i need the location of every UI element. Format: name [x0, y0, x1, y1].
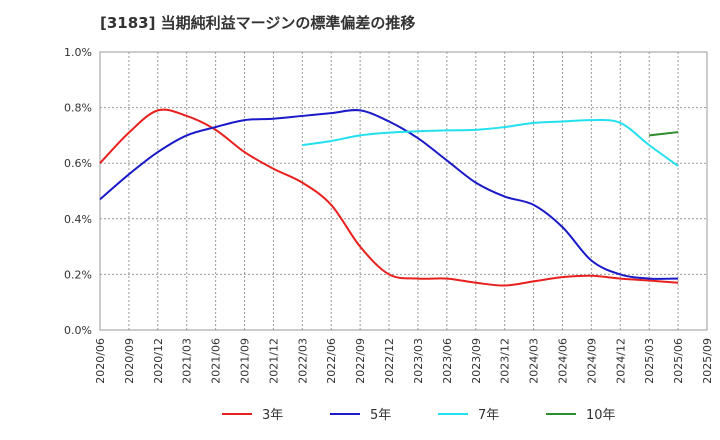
x-tick-label: 2022/03 — [296, 338, 309, 384]
x-tick-label: 2024/09 — [585, 338, 598, 384]
x-tick-label: 2025/03 — [643, 338, 656, 384]
series-line-3 — [302, 118, 679, 167]
x-tick-label: 2020/09 — [123, 338, 136, 384]
x-tick-label: 2023/09 — [470, 338, 483, 384]
y-tick-label: 1.0% — [64, 46, 92, 59]
y-tick-label: 0.2% — [64, 268, 92, 281]
legend-label-4: 10年 — [586, 408, 616, 423]
x-tick-label: 2024/12 — [614, 338, 627, 384]
y-tick-label: 0.0% — [64, 324, 92, 337]
x-tick-label: 2021/12 — [267, 338, 280, 384]
plot-frame — [99, 51, 708, 331]
x-tick-label: 2021/09 — [239, 338, 252, 384]
x-tick-label: 2021/03 — [181, 338, 194, 384]
x-tick-label: 2023/06 — [441, 338, 454, 384]
chart-title: [3183] 当期純利益マージンの標準偏差の推移 — [100, 14, 416, 32]
x-tick-label: 2022/06 — [325, 338, 338, 384]
x-tick-label: 2020/06 — [94, 338, 107, 384]
x-tick-label: 2024/03 — [528, 338, 541, 384]
x-tick-label: 2023/12 — [499, 338, 512, 384]
x-tick-label: 2022/09 — [354, 338, 367, 384]
x-tick-label: 2022/12 — [383, 338, 396, 384]
legend-label-3: 7年 — [478, 408, 499, 423]
x-tick-label: 2021/06 — [210, 338, 223, 384]
x-tick-label: 2025/09 — [701, 338, 714, 384]
legend-label-1: 3年 — [262, 408, 283, 423]
x-tick-label: 2025/06 — [672, 338, 685, 384]
x-tick-label: 2023/03 — [412, 338, 425, 384]
x-tick-label: 2020/12 — [152, 338, 165, 384]
series-line-2 — [99, 109, 679, 280]
x-tick-label: 2024/06 — [556, 338, 569, 384]
series-line-4 — [649, 131, 679, 137]
y-tick-label: 0.6% — [64, 157, 92, 170]
y-tick-label: 0.4% — [64, 213, 92, 226]
legend-label-2: 5年 — [370, 408, 391, 423]
y-tick-label: 0.8% — [64, 102, 92, 115]
series-line-1 — [99, 108, 679, 287]
